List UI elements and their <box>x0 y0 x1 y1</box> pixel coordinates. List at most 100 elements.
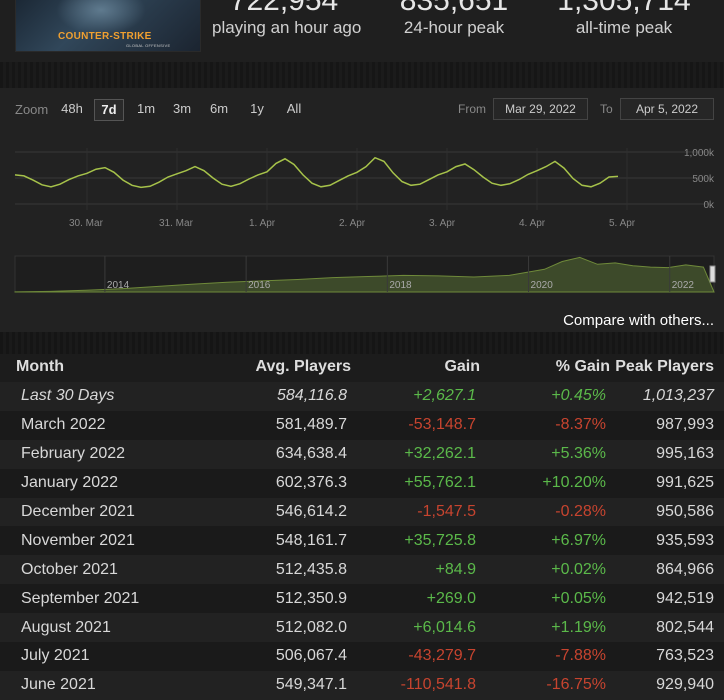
stat-24h-peak-label: 24-hour peak <box>403 18 505 37</box>
stat-current-label: playing an hour ago <box>212 18 362 37</box>
cell-avg-players: 584,116.8 <box>201 382 351 411</box>
col-month-header[interactable]: Month <box>16 358 64 375</box>
stat-24h-peak-value: 835,651 <box>399 0 509 17</box>
stat-all-time-peak-label: all-time peak <box>575 18 673 37</box>
zoom-48h-button[interactable]: 48h <box>61 101 83 116</box>
cell-peak-players: 995,163 <box>610 439 724 469</box>
y-tick-label: 500k <box>692 174 715 185</box>
cell-pct-gain: +5.36% <box>480 439 610 469</box>
table-row: August 2021 512,082.0 +6,014.6 +1.19% 802,54… <box>0 613 724 643</box>
cell-pct-gain: -8.37% <box>480 410 610 440</box>
cell-gain: +2,627.1 <box>351 382 480 411</box>
to-label: To <box>600 102 613 116</box>
zoom-label: Zoom <box>15 102 49 117</box>
cell-peak-players: 987,993 <box>610 410 724 440</box>
stat-24h-peak: 835,651 24-hour peak <box>388 0 520 38</box>
cell-gain: -1,547.5 <box>351 497 480 527</box>
table-row: June 2021 549,347.1 -110,541.8 -16.75% 929,9… <box>0 670 724 700</box>
cell-peak-players: 942,519 <box>610 584 724 614</box>
game-logo[interactable]: COUNTER-STRIKE GLOBAL OFFENSIVE <box>15 0 201 52</box>
zoom-6m-button[interactable]: 6m <box>209 101 229 116</box>
cell-gain: +32,262.1 <box>351 439 480 469</box>
cell-pct-gain: +0.45% <box>480 382 610 411</box>
navigator-chart[interactable]: 2014 2016 2018 2020 2022 <box>0 252 724 296</box>
table-row: January 2022 602,376.3 +55,762.1 +10.20% 991… <box>0 468 724 498</box>
stat-current: 722,954 playing an hour ago <box>212 0 362 38</box>
zoom-7d-button[interactable]: 7d <box>94 99 124 121</box>
table-row: Last 30 Days 584,116.8 +2,627.1 +0.45% 1,013… <box>0 382 724 411</box>
navigator-handle <box>709 265 716 283</box>
col-gain-header[interactable]: Gain <box>444 358 480 375</box>
stat-current-value: 722,954 <box>229 0 339 17</box>
table-row: March 2022 581,489.7 -53,148.7 -8.37% 987,99… <box>0 410 724 440</box>
table-row: February 2022 634,638.4 +32,262.1 +5.36% 995… <box>0 439 724 469</box>
cell-pct-gain: -7.88% <box>480 642 610 671</box>
cell-gain: -53,148.7 <box>351 410 480 440</box>
col-pct-gain-header[interactable]: % Gain <box>555 358 610 375</box>
cell-month: March 2022 <box>0 410 201 440</box>
cell-pct-gain: +1.19% <box>480 613 610 643</box>
from-date-input[interactable]: Mar 29, 2022 <box>493 98 588 120</box>
cell-avg-players: 548,161.7 <box>201 526 351 556</box>
x-tick-label: 2. Apr <box>339 218 366 229</box>
cell-avg-players: 546,614.2 <box>201 497 351 527</box>
compare-link[interactable]: Compare with others... <box>563 312 714 329</box>
game-header: COUNTER-STRIKE GLOBAL OFFENSIVE 722,954 p… <box>0 0 724 62</box>
cell-avg-players: 549,347.1 <box>201 670 351 700</box>
y-tick-label: 1,000k <box>684 148 715 159</box>
cell-pct-gain: +0.02% <box>480 555 610 585</box>
cell-peak-players: 929,940 <box>610 670 724 700</box>
x-tick-label: 3. Apr <box>429 218 456 229</box>
section-divider <box>0 62 724 88</box>
series-line-players <box>14 156 619 189</box>
cell-month: June 2021 <box>0 670 201 700</box>
cell-gain: -110,541.8 <box>351 670 480 700</box>
cell-peak-players: 991,625 <box>610 468 724 498</box>
cell-pct-gain: +10.20% <box>480 468 610 498</box>
cell-peak-players: 950,586 <box>610 497 724 527</box>
cell-month: September 2021 <box>0 584 201 614</box>
cell-avg-players: 512,435.8 <box>201 555 351 585</box>
stat-all-time-peak-value: 1,305,714 <box>557 0 691 17</box>
x-tick-label: 30. Mar <box>69 218 104 229</box>
zoom-all-button[interactable]: All <box>286 101 302 116</box>
zoom-1y-button[interactable]: 1y <box>250 101 264 116</box>
from-label: From <box>458 102 486 116</box>
cell-pct-gain: +0.05% <box>480 584 610 614</box>
cell-pct-gain: -0.28% <box>480 497 610 527</box>
navigator-tick-label: 2014 <box>107 280 130 291</box>
x-tick-label: 5. Apr <box>609 218 636 229</box>
cell-pct-gain: +6.97% <box>480 526 610 556</box>
to-date-input[interactable]: Apr 5, 2022 <box>620 98 714 120</box>
table-body: Last 30 Days 584,116.8 +2,627.1 +0.45% 1,013… <box>0 382 724 700</box>
brand-text: COUNTER-STRIKE <box>58 31 152 42</box>
x-tick-label: 31. Mar <box>159 218 194 229</box>
zoom-1m-button[interactable]: 1m <box>136 101 156 116</box>
cell-gain: +35,725.8 <box>351 526 480 556</box>
navigator-tick-label: 2016 <box>248 280 271 291</box>
cell-peak-players: 864,966 <box>610 555 724 585</box>
cell-month: December 2021 <box>0 497 201 527</box>
brand-subtext: GLOBAL OFFENSIVE <box>126 43 171 48</box>
col-peak-header[interactable]: Peak Players <box>615 358 714 375</box>
navigator-tick-label: 2020 <box>531 280 554 291</box>
cell-month: February 2022 <box>0 439 201 469</box>
cell-month: January 2022 <box>0 468 201 498</box>
navigator-area <box>14 256 715 293</box>
player-count-chart[interactable]: 0k 500k 1,000k 30. Mar 31. Mar 1. Apr 2. Apr 3.… <box>0 140 724 236</box>
cell-month: November 2021 <box>0 526 201 556</box>
cell-pct-gain: -16.75% <box>480 670 610 700</box>
cell-peak-players: 1,013,237 <box>610 382 724 411</box>
cell-gain: -43,279.7 <box>351 642 480 671</box>
cell-avg-players: 512,082.0 <box>201 613 351 643</box>
cell-month: July 2021 <box>0 642 201 671</box>
cell-month: August 2021 <box>0 613 201 643</box>
logo-artwork <box>56 0 146 35</box>
cell-avg-players: 506,067.4 <box>201 642 351 671</box>
zoom-3m-button[interactable]: 3m <box>172 101 192 116</box>
col-avg-header[interactable]: Avg. Players <box>255 358 351 375</box>
navigator-tick-label: 2018 <box>389 280 412 291</box>
cell-avg-players: 512,350.9 <box>201 584 351 614</box>
cell-avg-players: 634,638.4 <box>201 439 351 469</box>
cell-gain: +269.0 <box>351 584 480 614</box>
